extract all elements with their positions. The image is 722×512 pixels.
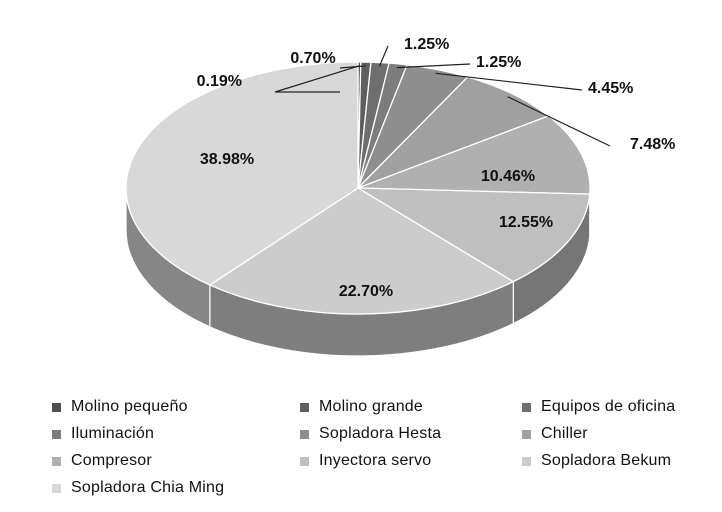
legend-swatch	[300, 429, 309, 439]
data-label: 0.70%	[290, 50, 335, 67]
legend-item: Molino pequeño	[52, 398, 188, 416]
legend-item: Chiller	[522, 425, 588, 443]
pie-slice-sopladora-chia-ming	[125, 61, 359, 286]
pie-slice-inyectora-servo	[355, 187, 591, 283]
data-label: 1.25%	[404, 36, 449, 53]
leader-line-1	[339, 65, 366, 69]
legend-item: Sopladora Bekum	[522, 452, 671, 470]
legend-swatch	[522, 456, 531, 466]
leader-line-0	[274, 65, 360, 93]
pie-chart: 0.19% 0.70% 1.25% 1.25% 4.45% 7.48% 10.46% 12.5…	[125, 36, 676, 357]
legend-item: Equipos de oficina	[522, 398, 675, 416]
legend-label: Molino grande	[319, 398, 423, 415]
legend-label: Sopladora Hesta	[319, 425, 442, 442]
leader-line-2	[378, 45, 389, 67]
legend-label: Equipos de oficina	[541, 398, 676, 415]
legend-label: Sopladora Chia Ming	[71, 479, 225, 496]
data-label: 1.25%	[476, 54, 521, 71]
pie-slice-sopladora-bekum	[208, 187, 515, 315]
legend-label: Sopladora Bekum	[541, 452, 672, 469]
leader-line-5	[507, 96, 611, 147]
legend-item: Molino grande	[300, 398, 423, 416]
legend-swatch	[52, 456, 61, 466]
leader-line-4	[435, 72, 583, 91]
leader-line-3	[396, 63, 471, 69]
legend-swatch	[300, 402, 309, 412]
legend-swatch	[52, 402, 61, 412]
legend-label: Molino pequeño	[71, 398, 188, 415]
data-label: 4.45%	[588, 80, 633, 97]
legend-item: Iluminación	[52, 425, 154, 443]
pie-labels: 0.19% 0.70% 1.25% 1.25% 4.45% 7.48% 10.46% 12.5…	[197, 36, 676, 300]
legend-item: Sopladora Chia Ming	[52, 479, 224, 497]
legend-swatch	[52, 483, 61, 493]
legend-label: Chiller	[541, 425, 588, 442]
data-label: 0.19%	[197, 73, 242, 90]
data-label: 12.55%	[499, 214, 553, 231]
legend-label: Inyectora servo	[319, 452, 432, 469]
legend-swatch	[300, 456, 309, 466]
pie-top	[125, 61, 591, 315]
data-label: 22.70%	[339, 283, 393, 300]
legend-item: Inyectora servo	[300, 452, 431, 470]
legend-label: Iluminación	[71, 425, 155, 442]
legend-swatch	[522, 402, 531, 412]
legend-item: Sopladora Hesta	[300, 425, 441, 443]
legend-swatch	[522, 429, 531, 439]
legend-item: Compresor	[52, 452, 152, 470]
data-label: 7.48%	[630, 136, 675, 153]
data-label: 38.98%	[200, 151, 254, 168]
legend-swatch	[52, 429, 61, 439]
pie-slice-compresor	[357, 115, 591, 195]
legend-label: Compresor	[71, 452, 152, 469]
data-label: 10.46%	[481, 168, 535, 185]
